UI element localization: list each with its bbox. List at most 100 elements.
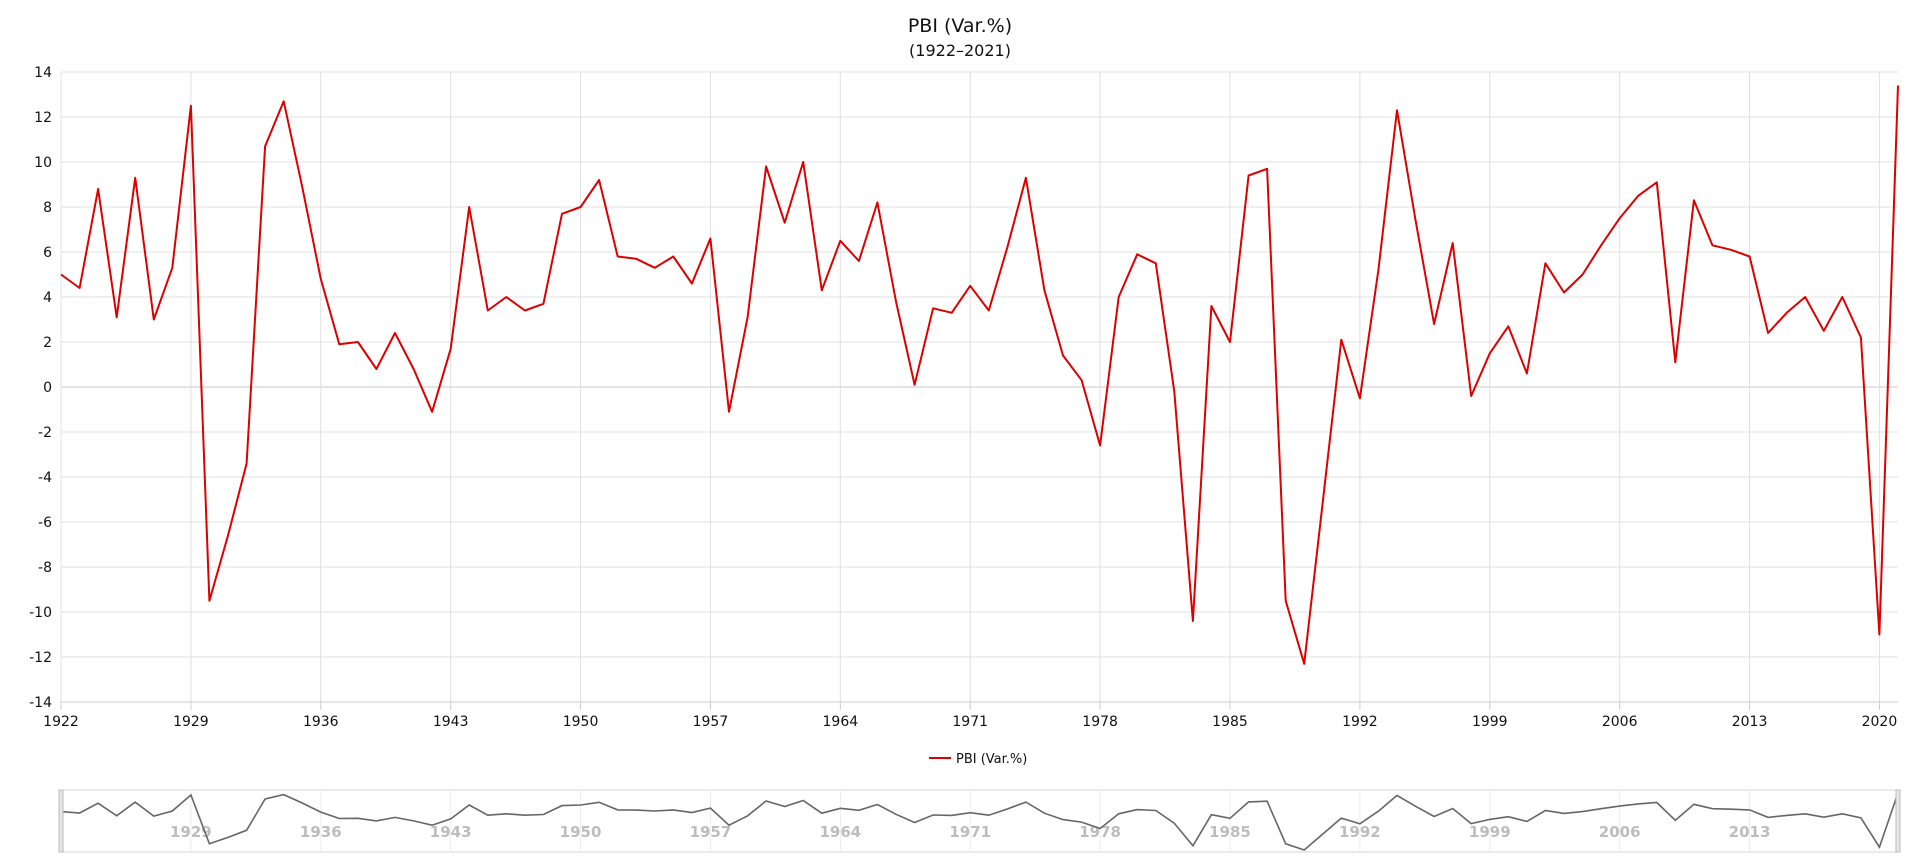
data-point[interactable] [1764,329,1772,337]
data-point[interactable] [632,255,640,263]
data-point[interactable] [985,307,993,315]
data-point[interactable] [1690,196,1698,204]
data-point[interactable] [1634,192,1642,200]
data-point[interactable] [1263,165,1271,173]
data-point[interactable] [1412,217,1420,225]
data-point[interactable] [1783,309,1791,317]
data-point[interactable] [1059,352,1067,360]
data-point[interactable] [1356,394,1364,402]
navigator[interactable]: 1929 1936 1943 1950 1957 1964 1971 1978 1985 1992… [58,789,1901,853]
data-point[interactable] [1671,358,1679,366]
data-point[interactable] [372,365,380,373]
data-point[interactable] [966,282,974,290]
series-line[interactable] [60,85,1899,665]
data-point[interactable] [131,174,139,182]
data-point[interactable] [447,345,455,353]
data-point[interactable] [484,307,492,315]
data-point[interactable] [1337,336,1345,344]
data-point[interactable] [892,298,900,306]
data-point[interactable] [391,329,399,337]
data-point[interactable] [243,460,251,468]
data-point[interactable] [502,293,510,301]
data-point[interactable] [799,158,807,166]
data-point[interactable] [688,280,696,288]
data-point[interactable] [1022,174,1030,182]
data-point[interactable] [1282,597,1290,605]
data-point[interactable] [1746,253,1754,261]
navigator-handle-left[interactable] [58,789,64,853]
data-point[interactable] [94,185,102,193]
data-point[interactable] [1523,370,1531,378]
data-point[interactable] [818,286,826,294]
data-point[interactable] [187,102,195,110]
data-point[interactable] [1003,244,1011,252]
data-point[interactable] [725,408,733,416]
data-point[interactable] [1875,631,1883,639]
data-point[interactable] [1560,289,1568,297]
data-point[interactable] [1597,241,1605,249]
data-point[interactable] [1486,349,1494,357]
data-point[interactable] [113,313,121,321]
data-point[interactable] [1245,172,1253,180]
data-point[interactable] [1857,334,1865,342]
data-point[interactable] [1579,271,1587,279]
data-point[interactable] [669,253,677,261]
data-point[interactable] [929,304,937,312]
data-point[interactable] [873,199,881,207]
data-point[interactable] [614,253,622,261]
data-point[interactable] [1207,302,1215,310]
data-point[interactable] [1374,266,1382,274]
data-point[interactable] [1616,214,1624,222]
data-point[interactable] [651,264,659,272]
data-point[interactable] [1115,293,1123,301]
data-point[interactable] [335,340,343,348]
data-point[interactable] [521,307,529,315]
data-point[interactable] [1226,338,1234,346]
data-point[interactable] [1653,178,1661,186]
data-point[interactable] [1838,293,1846,301]
data-point[interactable] [1133,250,1141,258]
data-point[interactable] [706,235,714,243]
data-point[interactable] [261,142,269,150]
data-point[interactable] [224,532,232,540]
data-point[interactable] [168,264,176,272]
data-point[interactable] [1300,660,1308,668]
data-point[interactable] [1820,327,1828,335]
data-point[interactable] [1189,617,1197,625]
data-point[interactable] [1078,376,1086,384]
data-point[interactable] [781,219,789,227]
data-point[interactable] [150,316,158,324]
data-point[interactable] [577,203,585,211]
data-point[interactable] [948,309,956,317]
data-point[interactable] [1801,293,1809,301]
data-point[interactable] [280,97,288,105]
data-point[interactable] [744,313,752,321]
data-point[interactable] [911,381,919,389]
data-point[interactable] [1319,498,1327,506]
data-point[interactable] [205,597,213,605]
data-point[interactable] [1096,442,1104,450]
data-point[interactable] [1708,241,1716,249]
data-point[interactable] [317,275,325,283]
navigator-handle-right[interactable] [1895,789,1901,853]
data-point[interactable] [57,271,65,279]
data-point[interactable] [1152,259,1160,267]
data-point[interactable] [836,237,844,245]
data-point[interactable] [410,365,418,373]
data-point[interactable] [1393,106,1401,114]
data-point[interactable] [76,284,84,292]
data-point[interactable] [1040,286,1048,294]
data-point[interactable] [354,338,362,346]
legend[interactable]: PBI (Var.%) [929,752,1027,767]
data-point[interactable] [1467,392,1475,400]
data-point[interactable] [1430,320,1438,328]
data-point[interactable] [595,176,603,184]
data-point[interactable] [465,203,473,211]
data-point[interactable] [1894,82,1902,90]
data-point[interactable] [1170,388,1178,396]
data-point[interactable] [539,300,547,308]
data-point[interactable] [1449,239,1457,247]
data-point[interactable] [428,408,436,416]
data-point[interactable] [855,257,863,265]
data-point[interactable] [1541,259,1549,267]
